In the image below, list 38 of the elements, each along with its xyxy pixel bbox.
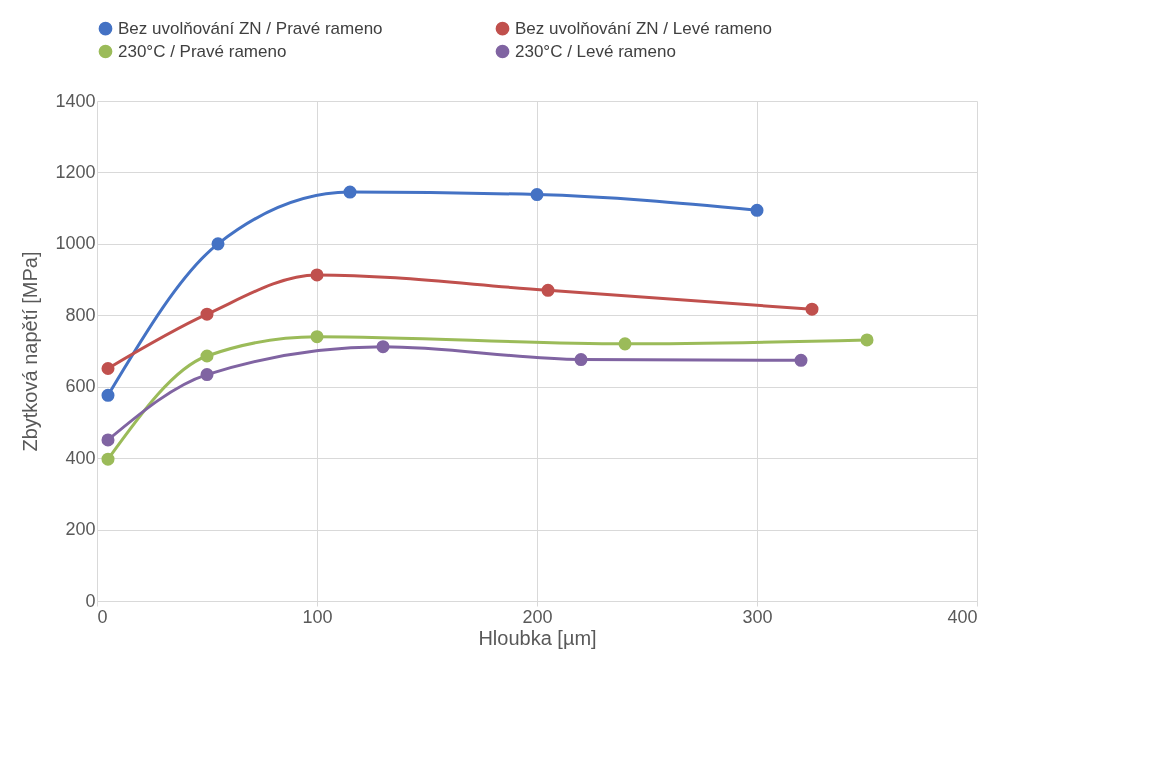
y-tick-label: 400: [65, 447, 96, 468]
point: [101, 361, 115, 376]
point: [618, 337, 632, 351]
legend-label: 230°C / Pravé rameno: [118, 41, 287, 61]
x-tick-label: 200: [522, 606, 553, 627]
point: [376, 340, 390, 354]
legend-label: 230°C / Levé rameno: [515, 41, 676, 61]
y-tick-label: 200: [65, 519, 96, 540]
point: [211, 237, 225, 251]
point: [530, 188, 544, 202]
y-axis-title: Zbytková napětí [MPa]: [19, 251, 42, 452]
point: [101, 388, 115, 402]
point: [750, 203, 764, 217]
y-tick-label: 600: [65, 376, 96, 397]
point: [200, 368, 214, 382]
legend-label: Bez uvolňování ZN / Levé rameno: [515, 18, 773, 38]
y-tick-label: 1200: [55, 161, 96, 182]
point: [101, 452, 115, 466]
point: [794, 353, 808, 367]
point: [860, 333, 874, 347]
point: [541, 283, 555, 297]
point: [574, 353, 588, 367]
point: [200, 349, 214, 363]
y-tick-label: 800: [65, 304, 96, 325]
legend-label: Bez uvolňování ZN / Pravé rameno: [118, 18, 383, 38]
point: [805, 302, 819, 316]
point: [310, 268, 324, 282]
x-tick-label: 100: [302, 606, 333, 627]
x-axis-title: Hloubka [µm]: [478, 626, 597, 649]
x-tick-label: 300: [742, 606, 773, 627]
y-tick-label: 1000: [55, 233, 96, 254]
x-tick-label: 400: [947, 606, 978, 627]
point: [310, 330, 324, 344]
point: [200, 307, 214, 321]
point: [101, 433, 115, 447]
point: [343, 185, 357, 199]
y-tick-label: 0: [85, 590, 96, 611]
y-tick-label: 1400: [55, 90, 96, 111]
